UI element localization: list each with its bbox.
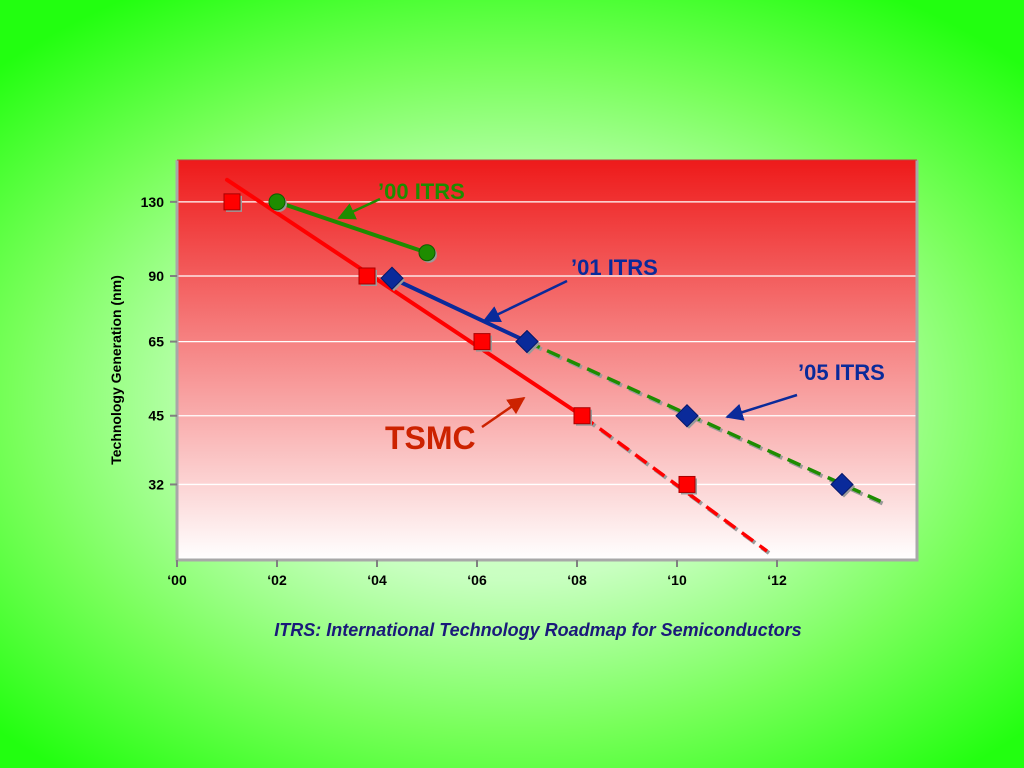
series-0-point-1 xyxy=(358,267,376,285)
annotation-tsmc: TSMC xyxy=(385,420,476,456)
x-tick-label: ‘10 xyxy=(667,572,687,588)
annotation-itrs05: ’05 ITRS xyxy=(798,360,885,385)
x-tick-label: ‘00 xyxy=(167,572,187,588)
y-axis-ticks: 130 90 65 45 32 xyxy=(141,194,177,492)
y-tick-label: 32 xyxy=(148,476,164,492)
series-3-point-1 xyxy=(675,404,699,428)
y-tick-label: 65 xyxy=(148,334,164,350)
arrow-itrs00 xyxy=(337,197,381,220)
series-0-point-0 xyxy=(223,193,241,211)
series-3-point-0 xyxy=(515,329,539,354)
arrow-itrs01 xyxy=(482,279,568,323)
series-1-trend-line xyxy=(275,199,429,255)
gridlines xyxy=(177,201,917,486)
series-markers xyxy=(223,193,855,498)
annotation-itrs01: ’01 ITRS xyxy=(571,255,658,280)
y-tick-label: 45 xyxy=(148,408,164,424)
series-2-point-0 xyxy=(380,266,404,290)
series-1-point-0 xyxy=(268,193,286,211)
x-tick-label: ‘12 xyxy=(767,572,787,588)
series-lines xyxy=(225,177,890,555)
series-0-point-3 xyxy=(573,407,591,425)
series-1-point-1 xyxy=(418,244,436,262)
series-0-point-4 xyxy=(678,475,696,493)
plot-frame xyxy=(175,160,919,562)
arrow-tsmc xyxy=(481,396,526,429)
series-3-point-2 xyxy=(830,472,854,497)
series-0-point-2 xyxy=(473,333,491,351)
footnote: ITRS: International Technology Roadmap f… xyxy=(274,620,802,640)
x-tick-label: ‘04 xyxy=(367,572,387,588)
x-tick-label: ‘08 xyxy=(567,572,587,588)
x-tick-label: ‘02 xyxy=(267,572,287,588)
x-axis-ticks: ‘00 ‘02 ‘04 ‘06 ‘08 ‘10 ‘12 xyxy=(167,560,787,588)
series-0-trend-line xyxy=(225,177,584,418)
series-2-trend-line xyxy=(390,276,529,344)
annotation-itrs00: ’00 ITRS xyxy=(378,179,465,204)
arrow-itrs05 xyxy=(725,393,798,421)
x-tick-label: ‘06 xyxy=(467,572,487,588)
y-tick-label: 90 xyxy=(148,268,164,284)
y-axis-label: Technology Generation (nm) xyxy=(108,275,124,465)
y-tick-label: 130 xyxy=(141,194,165,210)
series-0-trend-dashed xyxy=(580,414,769,553)
